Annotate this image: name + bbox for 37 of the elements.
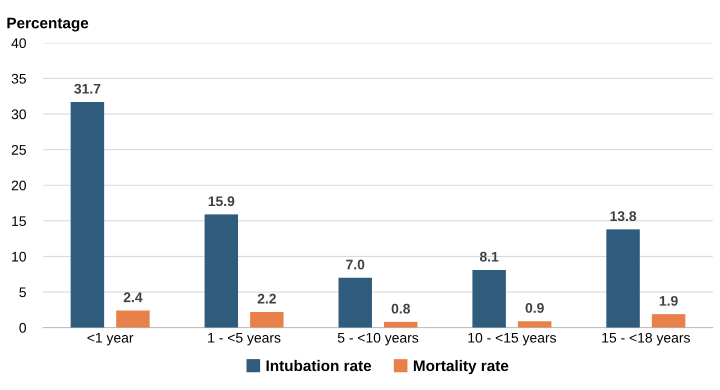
data-label: 8.1	[480, 252, 498, 262]
bar	[606, 229, 640, 328]
bar	[518, 321, 552, 328]
data-label: 13.8	[610, 211, 636, 222]
bar	[652, 314, 686, 328]
y-tick-label: 20	[12, 180, 26, 190]
data-label: 1.9	[660, 296, 678, 306]
legend-label: Mortality rate	[414, 360, 508, 374]
y-tick-label: 35	[12, 74, 26, 84]
data-label: 31.7	[74, 84, 100, 94]
x-tick-label: 5 - <10 years	[338, 332, 418, 346]
bar	[384, 322, 418, 328]
bar	[116, 310, 150, 328]
x-tick-label: 10 - <15 years	[468, 332, 556, 346]
bar	[204, 214, 238, 328]
data-label: 0.9	[526, 303, 544, 313]
y-axis-title: Percentage	[7, 18, 88, 32]
data-label: 2.4	[124, 292, 143, 302]
legend-label: Intubation rate	[266, 360, 372, 372]
y-tick-label: 40	[11, 38, 26, 48]
data-label: 7.0	[346, 260, 364, 270]
data-label: 2.2	[258, 294, 276, 304]
y-tick-label: 15	[12, 216, 26, 226]
y-tick-label: 0	[19, 322, 26, 333]
bar	[250, 312, 284, 328]
data-label: 0.8	[392, 304, 410, 314]
x-tick-label: <1 year	[87, 332, 134, 346]
bar	[70, 102, 104, 328]
bar	[338, 278, 372, 328]
y-tick-label: 5	[19, 287, 26, 298]
bar	[472, 270, 506, 328]
y-tick-label: 10	[12, 252, 26, 262]
x-tick-label: 15 - <18 years	[602, 332, 690, 346]
data-label: 15.9	[208, 196, 234, 206]
y-tick-label: 25	[12, 144, 26, 155]
y-tick-label: 30	[12, 109, 26, 120]
x-tick-label: 1 - <5 years	[208, 332, 280, 346]
